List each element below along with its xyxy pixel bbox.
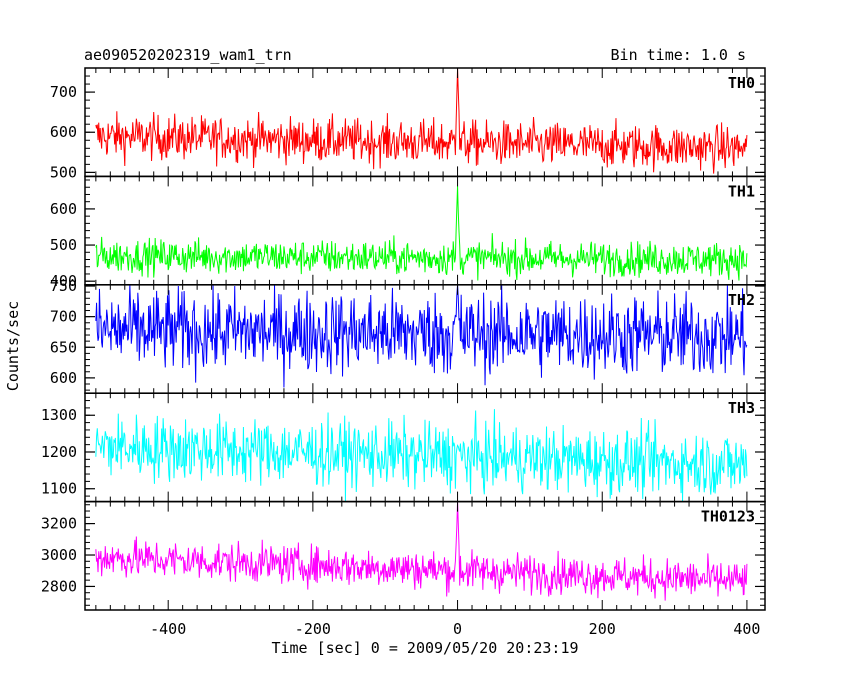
y-tick-label: 1300 [41, 406, 77, 424]
y-tick-label: 2800 [41, 577, 77, 595]
panel-th1: 400 500 600 TH1 [50, 175, 766, 290]
x-tick-label: -400 [150, 620, 186, 638]
panel-th2: 600 650 700 750 TH2 [50, 277, 766, 394]
series-label-th0: TH0 [728, 74, 755, 92]
y-axis-label: Counts/sec [4, 301, 22, 391]
y-tick-label: 750 [50, 277, 77, 295]
y-tick-label: 400 [50, 272, 77, 290]
series-line-th1 [95, 185, 748, 281]
x-axis-label: Time [sec] 0 = 2009/05/20 20:23:19 [271, 639, 578, 657]
series-line-th0123 [95, 501, 748, 601]
y-tick-label: 1200 [41, 443, 77, 461]
x-tick-label: -200 [295, 620, 331, 638]
x-tick-label: 400 [733, 620, 760, 638]
y-tick-label: 3000 [41, 546, 77, 564]
y-tick-label: 700 [50, 83, 77, 101]
x-tick-label: 200 [589, 620, 616, 638]
series-label-th1: TH1 [728, 182, 755, 200]
y-tick-label: 600 [50, 200, 77, 218]
bin-time-label: Bin time: 1.0 s [610, 46, 746, 64]
y-tick-label: 1100 [41, 480, 77, 498]
y-tick-label: 700 [50, 308, 77, 326]
series-line-th0 [95, 68, 748, 174]
panel-th0: 500 600 700 TH0 [50, 67, 766, 181]
series-line-th3 [95, 409, 748, 502]
y-tick-label: 500 [50, 163, 77, 181]
chart-title: ae090520202319_wam1_trn [84, 46, 292, 64]
y-tick-label: 600 [50, 369, 77, 387]
series-label-th2: TH2 [728, 291, 755, 309]
x-tick-label: 0 [453, 620, 462, 638]
x-axis: -400 -200 0 200 400 [150, 620, 760, 638]
panel-th0123: 2800 3000 3200 TH0123 [41, 500, 766, 611]
y-tick-label: 600 [50, 123, 77, 141]
y-tick-label: 500 [50, 236, 77, 254]
panel-th3: 1100 1200 1300 TH3 [41, 392, 766, 503]
series-label-th3: TH3 [728, 399, 755, 417]
panels: 500 600 700 TH0 400 500 600 TH1 600 650 700 750 TH2 1… [41, 67, 766, 611]
y-tick-label: 650 [50, 338, 77, 356]
series-label-th0123: TH0123 [701, 508, 755, 526]
panel-frame [84, 500, 766, 611]
series-line-th2 [95, 284, 748, 388]
y-tick-label: 3200 [41, 515, 77, 533]
